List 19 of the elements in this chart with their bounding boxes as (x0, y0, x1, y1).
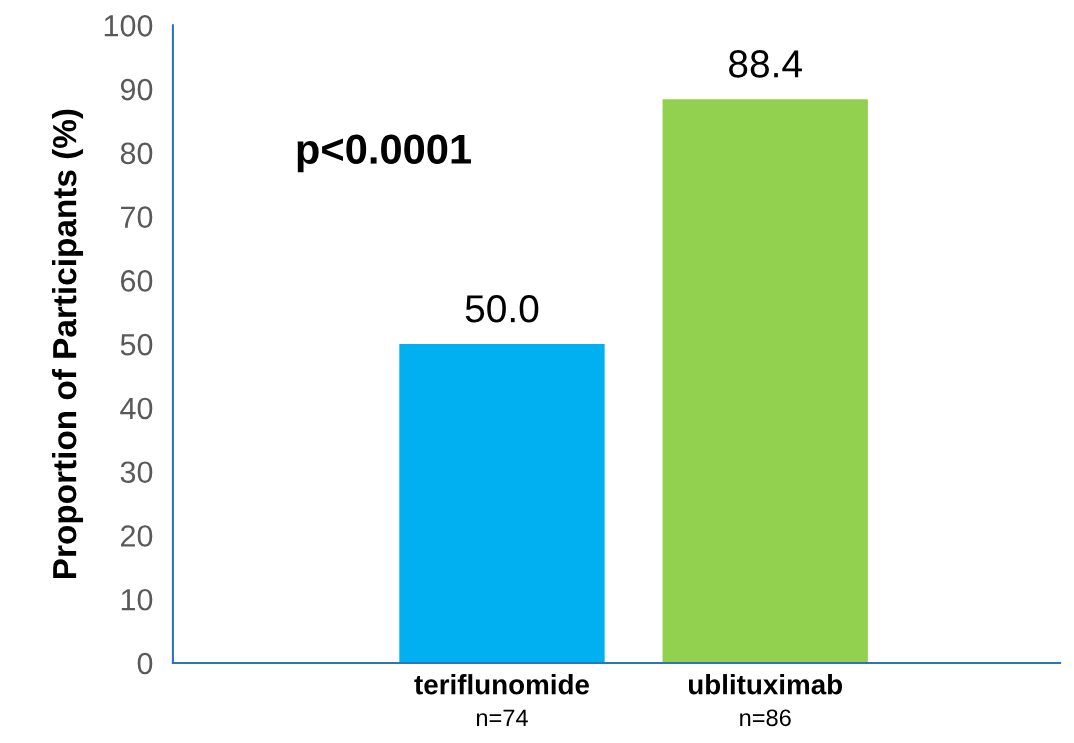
y-tick-label: 10 (121, 588, 153, 611)
y-tick-label: 80 (120, 142, 153, 165)
y-tick-label: 40 (120, 397, 153, 420)
y-tick-label: 90 (120, 78, 153, 101)
data-label: 50.0 (465, 295, 539, 323)
y-axis-title: Proportion of Participants (%) (51, 109, 84, 578)
y-tick-label: 0 (137, 652, 153, 675)
y-tick-label: 30 (120, 461, 153, 484)
text: n=74 (476, 709, 528, 726)
x-tick-label: teriflunomide (414, 674, 589, 695)
y-tick-label: 50 (120, 333, 153, 356)
y-tick-label: 70 (121, 206, 153, 228)
data-label: 88.4 (729, 50, 802, 78)
x-tick-label: ublituximab (689, 674, 843, 695)
annotation: p<0.0001 (297, 134, 471, 173)
y-tick-label: 60 (121, 270, 153, 292)
text: n=86 (740, 709, 791, 727)
y-tick-label: 20 (121, 525, 153, 547)
y-tick-label: 100 (104, 15, 153, 37)
